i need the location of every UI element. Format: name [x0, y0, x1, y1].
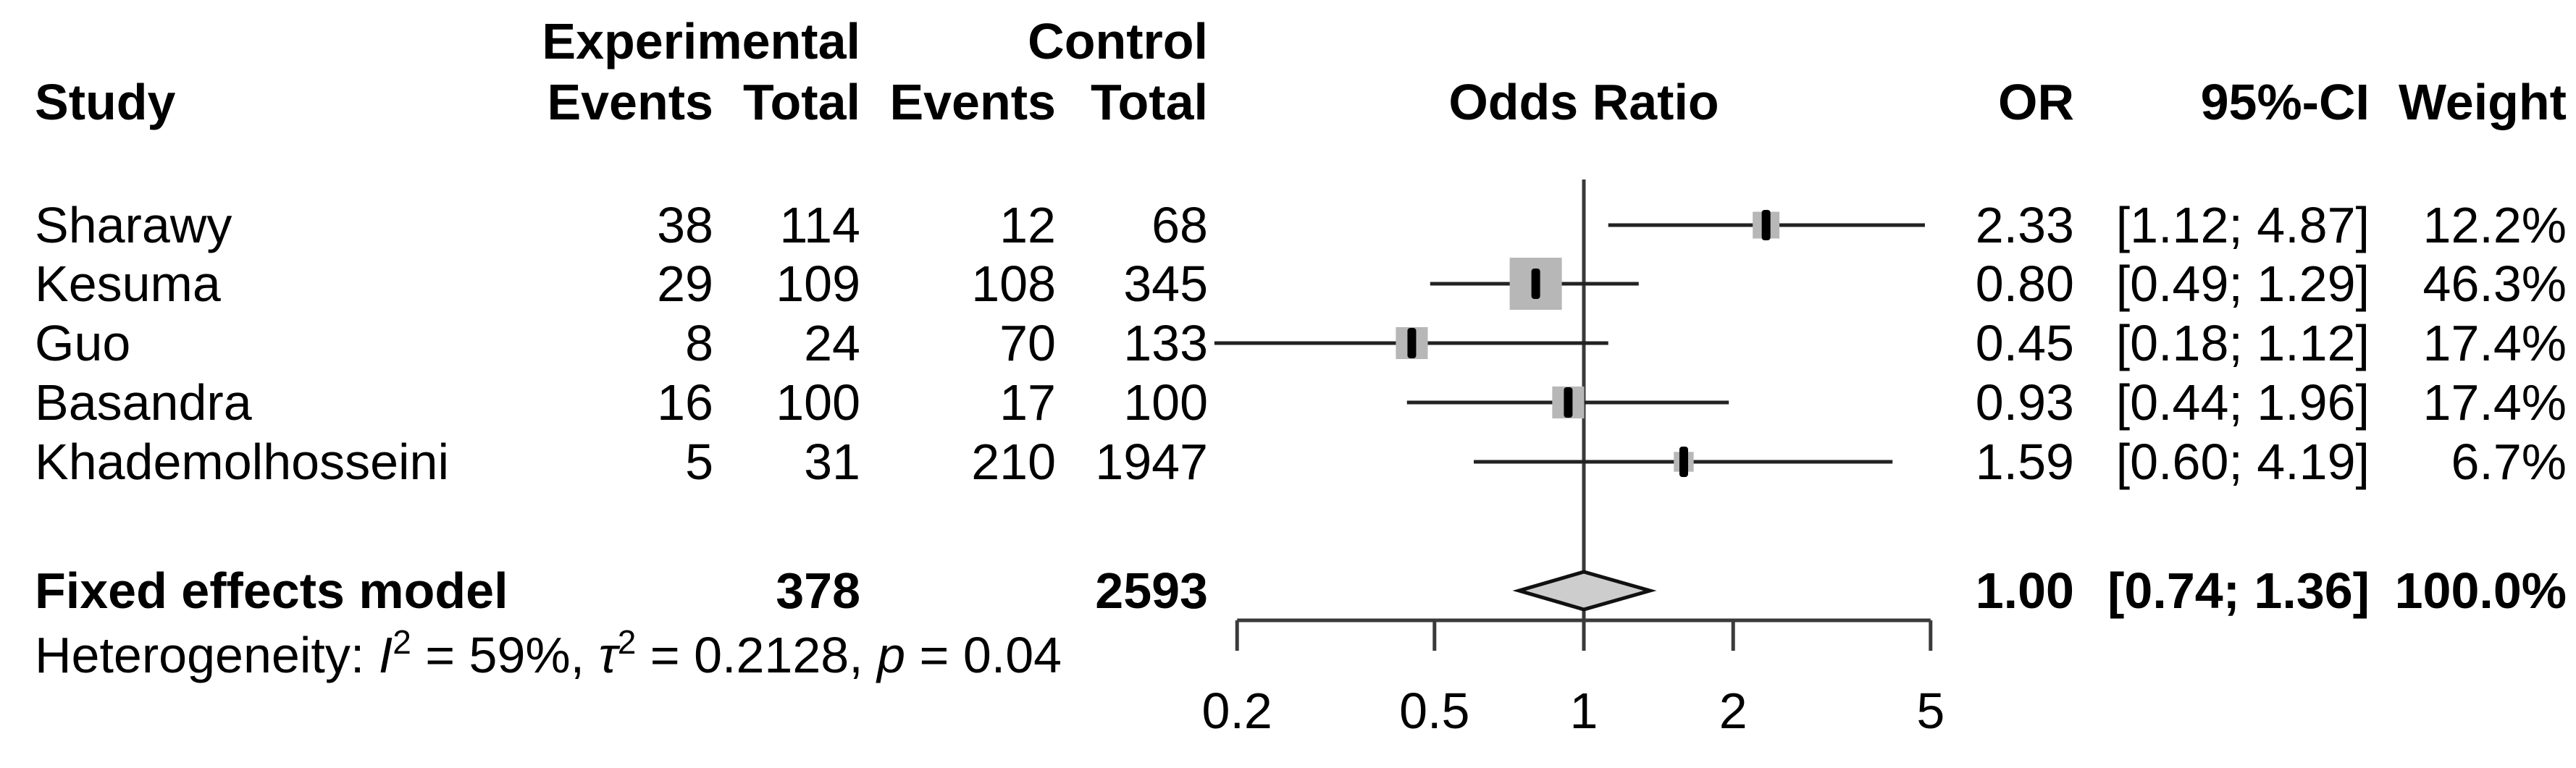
point-estimate-tick: [1679, 447, 1688, 477]
control-total-value: 133: [1123, 315, 1208, 371]
axis-tick-label: 2: [1719, 683, 1748, 739]
control-events-value: 108: [971, 256, 1056, 312]
ci-value: [0.44; 1.96]: [2115, 374, 2370, 431]
or-value: 0.93: [1975, 374, 2074, 431]
control-total-value: 1947: [1095, 434, 1208, 490]
control-events-value: 210: [971, 434, 1056, 490]
weight-value: 17.4%: [2422, 315, 2567, 371]
column-group-control: Control: [1028, 13, 1208, 69]
study-row: Basandra 16 100 17 100 0.93 [0.44; 1.96]…: [0, 373, 2576, 432]
summary-row: Fixed effects model 378 2593 1.00 [0.74;…: [0, 561, 2576, 620]
weight-value: 46.3%: [2422, 256, 2567, 312]
heterogeneity-prefix: Heterogeneity:: [35, 627, 379, 683]
heterogeneity-tau2-value: = 0.2128,: [636, 627, 878, 683]
heterogeneity-p-value: = 0.04: [905, 627, 1062, 683]
experimental-total-value: 114: [779, 197, 860, 253]
experimental-total-value: 109: [776, 256, 860, 312]
summary-label: Fixed effects model: [35, 562, 508, 619]
axis-tick-label: 5: [1916, 683, 1945, 739]
column-header-experimental-events: Events: [547, 74, 713, 130]
point-estimate-tick: [1407, 328, 1417, 358]
control-total-value: 100: [1123, 374, 1208, 431]
experimental-events-value: 29: [657, 256, 713, 312]
heterogeneity-note: Heterogeneity: I2 = 59%, τ2 = 0.2128, p …: [35, 623, 1062, 691]
weight-value: 6.7%: [2451, 434, 2567, 490]
experimental-events-value: 5: [685, 434, 713, 490]
column-header-control-events: Events: [889, 74, 1056, 130]
tau-squared-exponent: 2: [617, 623, 637, 661]
summary-diamond: [1512, 570, 1657, 612]
point-estimate-tick: [1564, 387, 1573, 418]
experimental-events-value: 38: [657, 197, 713, 253]
column-header-ci: 95%-CI: [2200, 74, 2370, 130]
study-row: Guo 8 24 70 133 0.45 [0.18; 1.12] 17.4%: [0, 313, 2576, 373]
experimental-total-value: 24: [804, 315, 860, 371]
study-row: Kesuma 29 109 108 345 0.80 [0.49; 1.29] …: [0, 254, 2576, 313]
column-header-or: OR: [1998, 74, 2074, 130]
or-value: 1.59: [1975, 434, 2074, 490]
or-value: 0.45: [1975, 315, 2074, 371]
summary-or-value: 1.00: [1975, 562, 2074, 619]
column-header-study: Study: [35, 74, 176, 130]
summary-experimental-total: 378: [776, 562, 860, 619]
ci-value: [0.60; 4.19]: [2115, 434, 2370, 490]
axis-tick-label: 0.5: [1399, 683, 1470, 739]
ci-value: [1.12; 4.87]: [2115, 197, 2370, 253]
control-events-value: 70: [999, 315, 1056, 371]
study-name: Kesuma: [35, 256, 221, 312]
axis-tick-label: 0.2: [1201, 683, 1272, 739]
column-header-weight: Weight: [2398, 74, 2567, 130]
control-total-value: 345: [1123, 256, 1208, 312]
or-value: 0.80: [1975, 256, 2074, 312]
column-header-odds-ratio-plot: Odds Ratio: [1448, 74, 1719, 130]
experimental-total-value: 100: [776, 374, 860, 431]
heterogeneity-i2-value: = 59%,: [411, 627, 599, 683]
point-estimate-tick: [1531, 269, 1540, 299]
control-total-value: 68: [1151, 197, 1208, 253]
i-squared-symbol: I: [378, 627, 393, 683]
experimental-events-value: 16: [657, 374, 713, 431]
study-name: Guo: [35, 315, 131, 371]
summary-control-total: 2593: [1095, 562, 1208, 619]
study-row: Sharawy 38 114 12 68 2.33 [1.12; 4.87] 1…: [0, 195, 2576, 255]
control-events-value: 12: [999, 197, 1056, 253]
i-squared-exponent: 2: [393, 623, 411, 661]
summary-ci-value: [0.74; 1.36]: [2107, 562, 2370, 619]
experimental-total-value: 31: [804, 434, 860, 490]
or-value: 2.33: [1975, 197, 2074, 253]
experimental-events-value: 8: [685, 315, 713, 371]
study-name: Khademolhosseini: [35, 434, 450, 490]
column-group-experimental: Experimental: [542, 13, 860, 69]
summary-weight-value: 100.0%: [2394, 562, 2567, 619]
weight-value: 12.2%: [2422, 197, 2567, 253]
weight-value: 17.4%: [2422, 374, 2567, 431]
point-estimate-tick: [1761, 210, 1771, 240]
p-symbol: p: [877, 627, 906, 683]
axis-tick-label: 1: [1569, 683, 1598, 739]
column-header-experimental-total: Total: [742, 74, 860, 130]
study-name: Sharawy: [35, 197, 232, 253]
ci-value: [0.49; 1.29]: [2115, 256, 2370, 312]
control-events-value: 17: [999, 374, 1056, 431]
study-name: Basandra: [35, 374, 252, 431]
ci-value: [0.18; 1.12]: [2115, 315, 2370, 371]
tau-squared-symbol: τ: [598, 627, 618, 683]
study-row: Khademolhosseini 5 31 210 1947 1.59 [0.6…: [0, 432, 2576, 491]
column-header-control-total: Total: [1090, 74, 1208, 130]
